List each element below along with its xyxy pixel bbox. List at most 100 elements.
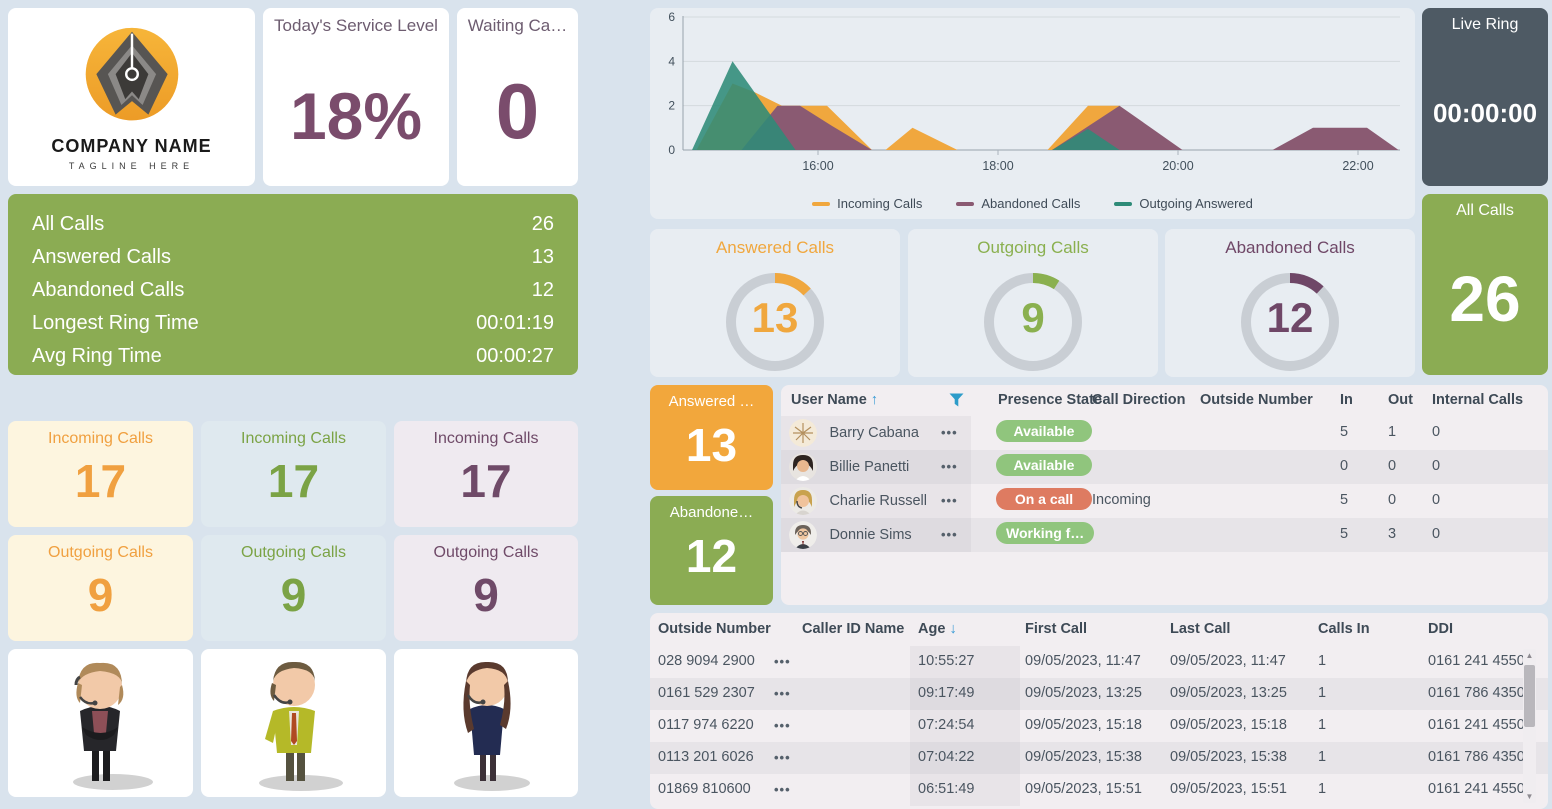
in-value: 5 xyxy=(1340,424,1349,440)
stat-value: 12 xyxy=(531,279,554,301)
table-row[interactable]: Donnie Sims ••• Working f… 5 3 0 xyxy=(781,518,1548,552)
row-actions-button[interactable]: ••• xyxy=(941,493,958,508)
table-row[interactable]: 0117 974 6220 ••• 07:24:54 09/05/2023, 1… xyxy=(650,710,1548,742)
col-age[interactable]: Age ↓ xyxy=(918,621,957,637)
presence-badge: Available xyxy=(996,454,1092,476)
scroll-up-button[interactable]: ▲ xyxy=(1525,651,1534,660)
sort-desc-icon[interactable]: ↓ xyxy=(949,621,957,637)
internal-calls-value: 0 xyxy=(1432,492,1441,508)
legend-swatch-incoming xyxy=(812,201,831,206)
gauge-title: Outgoing Calls xyxy=(977,238,1089,257)
col-ddi[interactable]: DDI xyxy=(1428,621,1453,637)
stat-label: Longest Ring Time xyxy=(32,312,199,334)
summary-tile-title: Answered … xyxy=(668,393,755,410)
table-row[interactable]: 0113 201 6026 ••• 07:04:22 09/05/2023, 1… xyxy=(650,742,1548,774)
tile-title: Incoming Calls xyxy=(433,430,539,447)
outgoing-calls-gauge: 9 xyxy=(978,266,1088,378)
age-value: 10:55:27 xyxy=(918,653,975,669)
user-name: Barry Cabana xyxy=(829,425,919,442)
presence-badge: Working f… xyxy=(996,522,1095,544)
col-call-direction[interactable]: Call Direction xyxy=(1092,392,1186,408)
tile-value: 9 xyxy=(473,569,499,621)
out-value: 0 xyxy=(1388,458,1397,474)
table-row[interactable]: Charlie Russell ••• On a call Incoming 5… xyxy=(781,484,1548,518)
last-call-value: 09/05/2023, 13:25 xyxy=(1170,685,1287,701)
stat-row-abandoned-calls: Abandoned Calls 12 xyxy=(32,274,554,307)
abandoned-calls-gauge-panel: Abandoned Calls 12 xyxy=(1165,229,1415,377)
abandoned-calls-table: Outside Number Caller ID Name Age ↓ Firs… xyxy=(650,613,1548,809)
first-call-value: 09/05/2023, 11:47 xyxy=(1025,653,1141,669)
service-level-title: Today's Service Level xyxy=(274,16,438,35)
svg-text:4: 4 xyxy=(668,54,675,68)
row-actions-button[interactable]: ••• xyxy=(774,750,791,765)
row-actions-button[interactable]: ••• xyxy=(774,686,791,701)
row-actions-button[interactable]: ••• xyxy=(774,718,791,733)
first-call-value: 09/05/2023, 15:18 xyxy=(1025,717,1142,733)
tile-value: 9 xyxy=(87,569,114,621)
col-user-name[interactable]: User Name ↑ xyxy=(791,392,878,408)
row-actions-button[interactable]: ••• xyxy=(774,654,791,669)
area-chart: 0 2 4 6 16:00 18:00 20:00 22:00 xyxy=(668,10,1400,173)
incoming-calls-tile-1: Incoming Calls 17 xyxy=(8,421,193,527)
sort-asc-icon[interactable]: ↑ xyxy=(870,392,879,408)
outside-number-value: 0161 529 2307 xyxy=(658,685,755,701)
summary-tile-value: 13 xyxy=(685,419,738,471)
col-outside-number[interactable]: Outside Number xyxy=(658,621,771,637)
waiting-calls-card: Waiting Ca… 0 xyxy=(457,8,578,186)
avatar xyxy=(789,453,817,481)
table-row[interactable]: Barry Cabana ••• Available 5 1 0 xyxy=(781,416,1548,450)
col-outside-number[interactable]: Outside Number xyxy=(1200,392,1313,408)
scroll-down-button[interactable]: ▼ xyxy=(1525,792,1534,801)
col-first-call[interactable]: First Call xyxy=(1025,621,1088,637)
row-actions-button[interactable]: ••• xyxy=(941,527,958,542)
row-actions-button[interactable]: ••• xyxy=(941,425,958,440)
company-name: COMPANY NAME xyxy=(51,135,212,156)
tile-title: Outgoing Calls xyxy=(48,544,153,561)
calls-in-value: 1 xyxy=(1318,749,1327,765)
table-row[interactable]: 028 9094 2900 ••• 10:55:27 09/05/2023, 1… xyxy=(650,646,1548,678)
col-in[interactable]: In xyxy=(1340,392,1353,408)
users-table-header: User Name ↑ Presence State Call Directio… xyxy=(781,385,1548,416)
row-actions-button[interactable]: ••• xyxy=(941,459,958,474)
calls-in-value: 1 xyxy=(1318,685,1327,701)
abandoned-summary-tile: Abandone… 12 xyxy=(650,496,773,605)
answered-calls-gauge: 13 xyxy=(720,266,830,378)
table-row[interactable]: 0161 529 2307 ••• 09:17:49 09/05/2023, 1… xyxy=(650,678,1548,710)
summary-tile-value: 12 xyxy=(685,530,738,582)
vertical-scrollbar[interactable]: ▲ ▼ xyxy=(1523,649,1536,803)
incoming-calls-tile-3: Incoming Calls 17 xyxy=(394,421,578,527)
summary-tile-title: Abandone… xyxy=(669,504,754,521)
stat-value: 00:00:27 xyxy=(476,345,554,367)
avatar xyxy=(789,419,817,447)
avatar xyxy=(789,521,817,549)
out-value: 3 xyxy=(1388,526,1397,542)
col-last-call[interactable]: Last Call xyxy=(1170,621,1231,637)
col-out[interactable]: Out xyxy=(1388,392,1413,408)
presence-badge: Available xyxy=(996,420,1092,442)
out-value: 1 xyxy=(1388,424,1397,440)
service-level-card: Today's Service Level 18% xyxy=(263,8,449,186)
scrollbar-thumb[interactable] xyxy=(1524,665,1535,727)
col-presence-state[interactable]: Presence State xyxy=(998,392,1102,408)
ddi-value: 0161 786 4350 xyxy=(1428,749,1525,765)
table-row[interactable]: 01869 810600 ••• 06:51:49 09/05/2023, 15… xyxy=(650,774,1548,806)
table-row[interactable]: Billie Panetti ••• Available 0 0 0 xyxy=(781,450,1548,484)
answered-calls-gauge-panel: Answered Calls 13 xyxy=(650,229,900,377)
outside-number-value: 01869 810600 xyxy=(658,781,751,797)
filter-icon[interactable] xyxy=(949,393,964,407)
first-call-value: 09/05/2023, 15:51 xyxy=(1025,781,1142,797)
first-call-value: 09/05/2023, 13:25 xyxy=(1025,685,1142,701)
row-actions-button[interactable]: ••• xyxy=(774,782,791,797)
col-caller-id-name[interactable]: Caller ID Name xyxy=(802,621,905,637)
user-name: Charlie Russell xyxy=(829,493,927,510)
col-calls-in[interactable]: Calls In xyxy=(1318,621,1370,637)
stat-value: 13 xyxy=(531,246,554,268)
col-internal-calls[interactable]: Internal Calls xyxy=(1432,392,1524,408)
agent-card-1 xyxy=(8,649,193,797)
in-value: 0 xyxy=(1340,458,1349,474)
incoming-calls-tile-2: Incoming Calls 17 xyxy=(201,421,386,527)
gauge-value: 12 xyxy=(1266,294,1314,341)
presence-badge: On a call xyxy=(996,488,1092,510)
tile-value: 9 xyxy=(280,569,307,621)
